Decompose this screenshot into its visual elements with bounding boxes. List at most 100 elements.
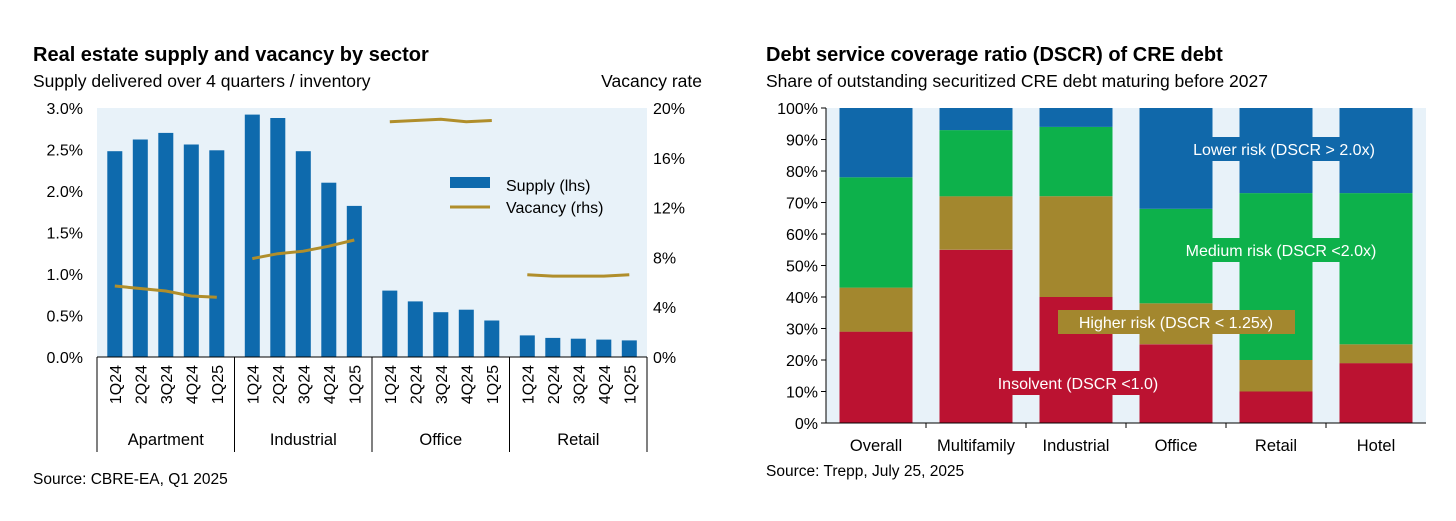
- left-y-tick: 1.0%: [47, 267, 83, 284]
- right-axis-title: Vacancy rate: [601, 71, 702, 91]
- left-plot-area: [97, 108, 647, 357]
- dscr-bar-industrial-lower: [1039, 108, 1113, 127]
- y-tick-label: 50%: [786, 259, 818, 276]
- x-tick-overall: Overall: [850, 437, 902, 455]
- label-insolvent: Insolvent (DSCR <1.0): [998, 376, 1159, 393]
- supply-bar-industrial-1q25: [346, 205, 362, 357]
- dscr-bar-hotel-medium: [1339, 193, 1413, 345]
- dscr-bar-retail-higher: [1239, 360, 1313, 392]
- supply-bar-apartment-3q24: [158, 132, 174, 357]
- y-tick-label: 90%: [786, 133, 818, 150]
- right-chart-source: Source: Trepp, July 25, 2025: [766, 463, 964, 480]
- x-tick-office-1q24: 1Q24: [383, 365, 400, 404]
- left-y-tick: 0.5%: [47, 309, 83, 326]
- group-label-retail: Retail: [557, 431, 599, 449]
- x-tick-apartment-1q24: 1Q24: [108, 365, 125, 404]
- y-tick-label: 20%: [786, 353, 818, 370]
- supply-bar-apartment-1q25: [209, 150, 225, 357]
- supply-bar-apartment-1q24: [107, 151, 123, 357]
- x-tick-apartment-2q24: 2Q24: [133, 365, 150, 404]
- x-tick-office-1q25: 1Q25: [485, 365, 502, 404]
- supply-bar-office-3q24: [433, 312, 449, 357]
- dscr-bar-overall-medium: [839, 177, 913, 288]
- supply-bar-retail-4q24: [596, 339, 612, 357]
- y-tick-label: 80%: [786, 164, 818, 181]
- dscr-bar-overall-higher: [839, 287, 913, 332]
- right-y-tick: 0%: [653, 350, 676, 367]
- x-tick-office: Office: [1155, 437, 1198, 455]
- label-medium-risk: Medium risk (DSCR <2.0x): [1186, 243, 1377, 260]
- x-tick-industrial-2q24: 2Q24: [271, 365, 288, 404]
- legend-supply-label: Supply (lhs): [506, 178, 590, 195]
- dscr-bar-overall-insolvent: [839, 331, 913, 423]
- dscr-bar-retail-insolvent: [1239, 391, 1313, 423]
- legend-vacancy-label: Vacancy (rhs): [506, 200, 604, 217]
- supply-bar-office-1q24: [382, 290, 398, 357]
- label-insolvent-bg: [980, 371, 1176, 395]
- dscr-bar-industrial-higher: [1039, 196, 1113, 297]
- label-lower-risk-bg: [1175, 137, 1393, 161]
- supply-bar-retail-3q24: [570, 338, 586, 357]
- dscr-bar-multifamily-insolvent: [939, 249, 1013, 424]
- label-higher-risk: Higher risk (DSCR < 1.25x): [1079, 315, 1273, 332]
- x-tick-apartment-3q24: 3Q24: [159, 365, 176, 404]
- supply-bar-industrial-4q24: [321, 182, 337, 357]
- y-tick-label: 10%: [786, 385, 818, 402]
- x-tick-industrial-3q24: 3Q24: [296, 365, 313, 404]
- left-y-tick: 0.0%: [47, 350, 83, 367]
- left-y-tick: 2.5%: [47, 143, 83, 160]
- left-y-tick: 1.5%: [47, 226, 83, 243]
- vacancy-line-industrial: [252, 238, 355, 261]
- supply-bar-office-1q25: [484, 320, 500, 357]
- supply-bar-retail-1q24: [519, 335, 535, 357]
- dscr-bar-hotel-insolvent: [1339, 363, 1413, 423]
- y-tick-label: 40%: [786, 290, 818, 307]
- right-y-tick: 16%: [653, 151, 685, 168]
- dscr-bar-retail-medium: [1239, 193, 1313, 360]
- supply-bar-apartment-2q24: [132, 139, 148, 357]
- dscr-bar-overall-lower: [839, 108, 913, 178]
- x-tick-retail-1q25: 1Q25: [622, 365, 639, 404]
- x-tick-retail-4q24: 4Q24: [597, 365, 614, 404]
- vacancy-line-office: [389, 117, 492, 124]
- supply-bar-office-4q24: [458, 309, 474, 357]
- x-tick-office-4q24: 4Q24: [459, 365, 476, 404]
- left-chart-title: Real estate supply and vacancy by sector: [33, 44, 429, 66]
- left-chart-source: Source: CBRE-EA, Q1 2025: [33, 471, 228, 488]
- dscr-chart: Debt service coverage ratio (DSCR) of CR…: [766, 44, 1426, 480]
- dscr-bar-multifamily-higher: [939, 196, 1013, 250]
- supply-bar-office-2q24: [407, 301, 423, 357]
- left-y-tick: 3.0%: [47, 101, 83, 118]
- right-y-tick: 8%: [653, 250, 676, 267]
- x-tick-apartment-4q24: 4Q24: [184, 365, 201, 404]
- x-tick-hotel: Hotel: [1357, 437, 1396, 455]
- x-tick-industrial-4q24: 4Q24: [322, 365, 339, 404]
- x-tick-multifamily: Multifamily: [937, 437, 1016, 455]
- y-tick-label: 30%: [786, 322, 818, 339]
- dscr-bar-industrial-medium: [1039, 126, 1113, 197]
- supply-bar-industrial-3q24: [295, 151, 311, 357]
- x-tick-retail-3q24: 3Q24: [571, 365, 588, 404]
- group-label-office: Office: [419, 431, 462, 449]
- left-y-tick: 2.0%: [47, 184, 83, 201]
- right-y-tick: 12%: [653, 201, 685, 218]
- x-tick-apartment-1q25: 1Q25: [210, 365, 227, 404]
- legend-supply-swatch: [450, 177, 490, 188]
- x-tick-industrial-1q24: 1Q24: [245, 365, 262, 404]
- vacancy-line-retail: [527, 273, 630, 278]
- supply-bar-industrial-1q24: [244, 114, 260, 357]
- left-chart-subtitle: Supply delivered over 4 quarters / inven…: [33, 71, 371, 91]
- supply-bar-apartment-4q24: [183, 144, 199, 357]
- right-y-tick: 4%: [653, 300, 676, 317]
- group-label-apartment: Apartment: [128, 431, 205, 449]
- label-medium-risk-bg: [1162, 238, 1400, 262]
- x-tick-office-2q24: 2Q24: [408, 365, 425, 404]
- right-chart-title: Debt service coverage ratio (DSCR) of CR…: [766, 44, 1223, 66]
- right-chart-subtitle: Share of outstanding securitized CRE deb…: [766, 71, 1268, 91]
- y-tick-label: 0%: [795, 416, 818, 433]
- y-tick-label: 70%: [786, 196, 818, 213]
- dscr-bar-multifamily-lower: [939, 108, 1013, 131]
- supply-bar-retail-2q24: [545, 337, 561, 357]
- right-y-tick: 20%: [653, 101, 685, 118]
- y-tick-label: 60%: [786, 227, 818, 244]
